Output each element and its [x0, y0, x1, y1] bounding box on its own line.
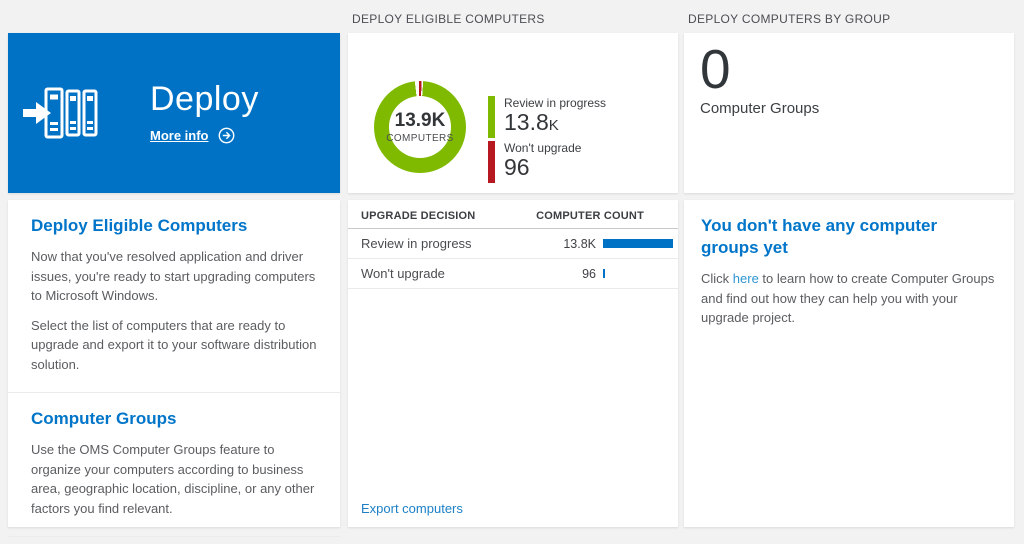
cell-computer-count: 96 — [582, 266, 596, 281]
section-paragraph: Select the list of computers that are re… — [31, 317, 317, 372]
column-header-upgrade-decision: UPGRADE DECISION — [361, 209, 476, 222]
section-paragraph: Use the OMS Computer Groups feature to o… — [31, 442, 315, 516]
legend-value: 13.8 — [504, 109, 549, 135]
legend-item-wont-upgrade[interactable]: Won't upgrade 96 — [488, 141, 606, 183]
middle-column: DEPLOY ELIGIBLE COMPUTERS 13.9K COMPUTER… — [348, 0, 678, 527]
cell-computer-count: 13.8K — [563, 236, 596, 251]
donut-total-label: COMPUTERS — [386, 132, 454, 144]
legend-swatch-red — [488, 141, 495, 183]
column-header-computer-count: COMPUTER COUNT — [536, 209, 644, 222]
donut-center: 13.9K COMPUTERS — [386, 96, 454, 158]
count-bar-track — [603, 269, 673, 278]
computer-groups-empty-card: You don't have any computer groups yet C… — [684, 200, 1014, 527]
middle-col-header: DEPLOY ELIGIBLE COMPUTERS — [352, 12, 545, 26]
donut-legend: Review in progress 13.8K Won't upgrade 9… — [488, 96, 606, 186]
upgrade-decision-table-card: UPGRADE DECISION COMPUTER COUNT Review i… — [348, 200, 678, 527]
count-bar-track — [603, 239, 673, 248]
legend-label: Review in progress — [504, 96, 607, 110]
empty-state-text: Click here to learn how to create Comput… — [701, 269, 996, 328]
table-row[interactable]: Review in progress 13.8K — [348, 229, 678, 259]
section-computer-groups: Computer Groups Use the OMS Computer Gro… — [8, 393, 340, 538]
legend-value: 96 — [504, 154, 530, 180]
computer-groups-count-card[interactable]: 0 Computer Groups — [684, 33, 1014, 193]
deploy-icon — [23, 87, 99, 139]
right-column: DEPLOY COMPUTERS BY GROUP 0 Computer Gro… — [684, 0, 1014, 527]
left-column: Deploy More info Deploy Eligible Compute… — [8, 0, 340, 538]
computer-groups-count: 0 — [700, 38, 731, 100]
left-col-header-spacer — [8, 0, 340, 33]
empty-state-text-before: Click — [701, 271, 733, 287]
computers-donut-chart[interactable]: 13.9K COMPUTERS — [374, 81, 466, 173]
empty-state-text-after: to learn how to create Computer Groups a… — [701, 271, 995, 326]
more-info-link[interactable]: More info — [150, 128, 209, 143]
section-paragraph: Now that you've resolved application and… — [31, 249, 316, 304]
legend-item-review-in-progress[interactable]: Review in progress 13.8K — [488, 96, 606, 138]
donut-total-value: 13.9K — [394, 109, 446, 131]
computer-groups-count-label: Computer Groups — [700, 100, 820, 118]
section-deploy-eligible-computers: Deploy Eligible Computers Now that you'v… — [8, 200, 340, 394]
arrow-right-circle-icon[interactable] — [218, 127, 235, 144]
legend-value-suffix: K — [548, 117, 559, 134]
table-header-row: UPGRADE DECISION COMPUTER COUNT — [348, 200, 678, 229]
cell-upgrade-decision: Won't upgrade — [361, 266, 445, 281]
table-row[interactable]: Won't upgrade 96 — [348, 259, 678, 289]
cell-upgrade-decision: Review in progress — [361, 236, 472, 251]
tile-text: Deploy More info — [150, 82, 259, 144]
eligible-computers-chart-card: 13.9K COMPUTERS Review in progress 13.8K… — [348, 33, 678, 193]
count-bar — [603, 239, 673, 248]
legend-label: Won't upgrade — [504, 141, 582, 155]
here-link[interactable]: here — [732, 271, 759, 287]
section-heading: Deploy Eligible Computers — [31, 216, 248, 235]
tile-title: Deploy — [150, 80, 259, 118]
section-heading: Computer Groups — [31, 409, 177, 429]
count-bar — [603, 269, 606, 278]
right-col-header: DEPLOY COMPUTERS BY GROUP — [688, 12, 891, 26]
empty-state-heading: You don't have any computer groups yet — [701, 216, 938, 258]
deploy-description-card: Deploy Eligible Computers Now that you'v… — [8, 200, 340, 538]
export-computers-link[interactable]: Export computers — [361, 501, 463, 516]
deploy-tile[interactable]: Deploy More info — [8, 33, 340, 193]
legend-swatch-green — [488, 96, 495, 138]
